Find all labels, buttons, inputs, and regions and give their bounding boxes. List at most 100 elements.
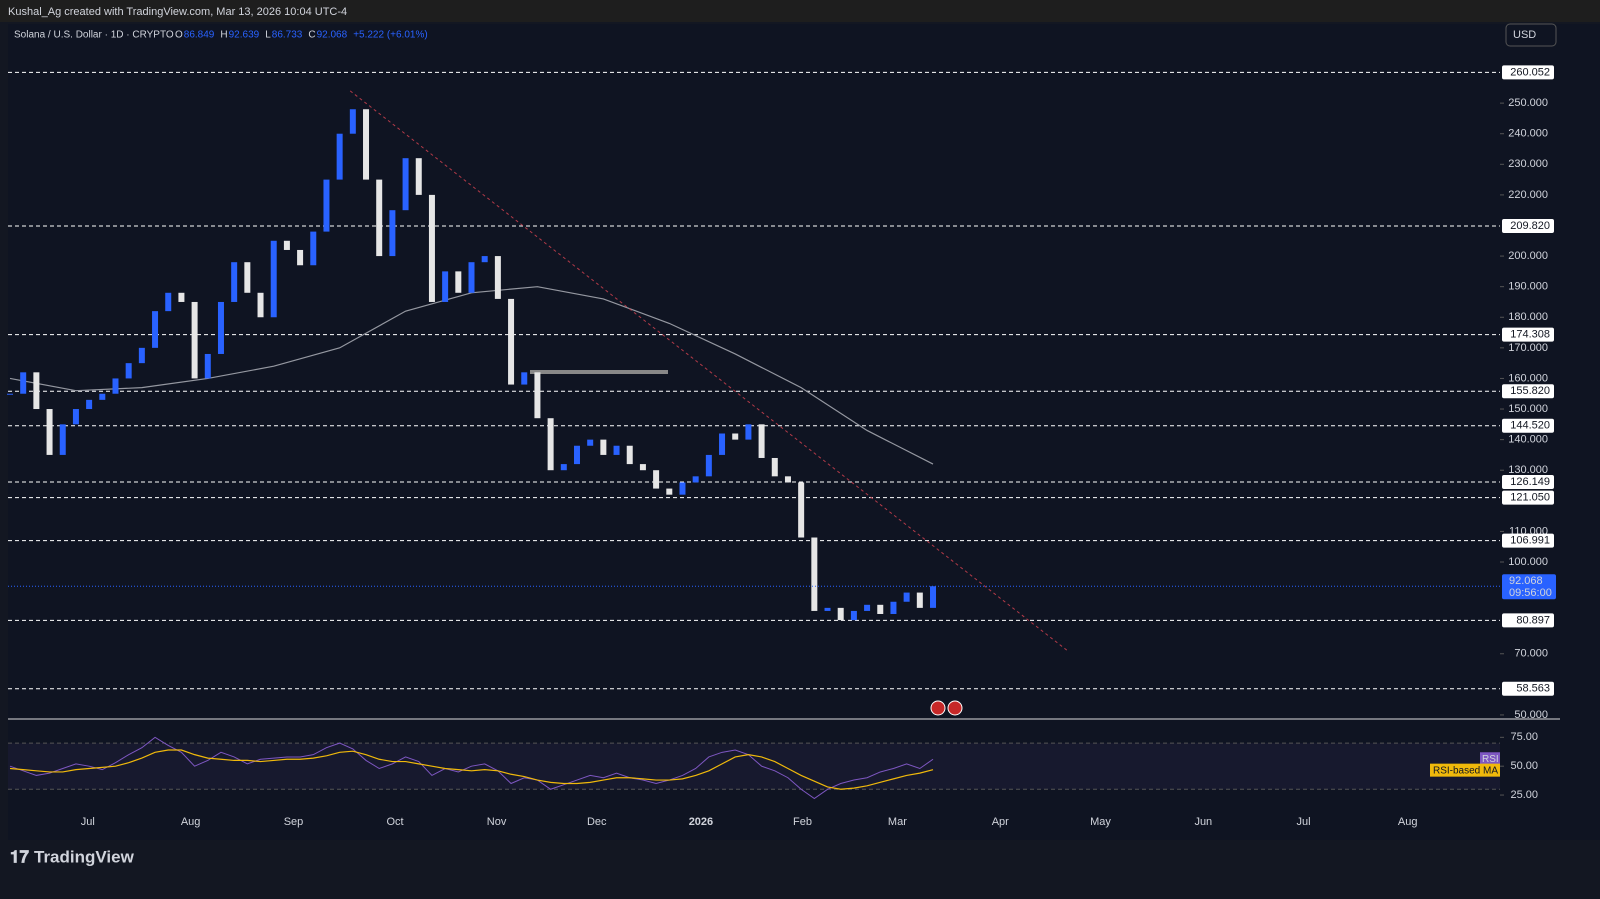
rsi-label: RSI [1482,754,1499,765]
ohlc-key: L [265,30,271,41]
candle [653,470,660,489]
candle [626,445,633,465]
level-label: 209.820 [1510,220,1550,232]
trendline [349,90,1068,652]
candle [349,109,356,134]
candle [573,445,580,465]
brand: TradingView [34,847,135,866]
candle [59,424,66,455]
level-box [1502,65,1554,80]
rsi-ma-line [9,749,934,790]
level-box [1502,533,1554,548]
currency-button[interactable] [1505,23,1557,47]
currency[interactable]: USD [1513,29,1536,41]
candle [758,424,765,458]
y-tick-label: 70.000 [1514,648,1548,660]
brand-logo: 𝟏𝟕 [10,847,29,866]
candle [850,610,857,621]
candle [534,372,541,419]
candle [508,298,515,385]
candle [376,179,383,257]
candle [415,158,422,195]
ohlc-value: 92.639 [229,30,260,41]
ohlc-value: 86.849 [184,30,215,41]
candle [798,482,805,538]
rsi-ma-label-box [1430,763,1500,777]
candle [257,292,264,318]
candle [72,409,79,425]
candle [283,240,290,250]
candle [732,433,739,440]
candle [930,586,937,608]
x-tick-label: Aug [181,816,201,828]
ohlc-value: 92.068 [317,30,348,41]
level-box [1502,219,1554,234]
y-tick-label: 140.000 [1508,434,1548,446]
y-tick-label: 160.000 [1508,372,1548,384]
y-tick-label: 130.000 [1508,464,1548,476]
candle [46,409,53,455]
candle [86,399,93,410]
candle [33,372,40,410]
y-tick-label: 220.000 [1508,189,1548,201]
candle [719,433,726,455]
countdown: 09:56:00 [1509,587,1552,599]
candle [231,262,238,302]
level-label: 58.563 [1516,683,1550,695]
price-label: 92.068 [1509,575,1543,587]
candle [20,372,27,394]
candle [890,601,897,614]
candle [679,482,686,495]
candle [837,607,844,621]
x-tick-label: 2026 [689,816,713,828]
level-label: 174.308 [1510,329,1550,341]
candle [428,194,435,302]
candle [178,292,185,302]
y-tick-label: 200.000 [1508,250,1548,262]
candle [784,476,791,483]
footer [0,840,1600,899]
event-flag[interactable] [930,700,946,716]
candle [323,179,330,232]
candle [811,537,818,611]
level-label: 106.991 [1510,535,1550,547]
candle [494,256,501,299]
candle [903,592,910,602]
credit: Kushal_Ag created with TradingView.com, … [8,6,347,18]
change: +5.222 (+6.01%) [353,30,428,41]
candle [692,476,699,483]
candle [600,439,607,455]
candle [613,445,620,455]
ohlc-key: C [308,30,315,41]
candle [745,424,752,440]
event-flag[interactable] [947,700,963,716]
level-box [1502,681,1554,696]
x-tick-label: Sep [284,816,304,828]
candle [204,353,211,379]
candle [191,301,198,379]
candle [310,231,317,266]
y-tick-label: 230.000 [1508,158,1548,170]
x-tick-label: Apr [992,816,1009,828]
level-label: 126.149 [1510,476,1550,488]
candle [165,292,172,312]
ohlc-key: H [220,30,227,41]
candle [442,271,449,302]
level-label: 121.050 [1510,491,1550,503]
candle [639,464,646,471]
top-bar [0,0,1600,22]
y-tick-label: 50.000 [1514,709,1548,721]
plot-bg [8,24,1600,840]
x-tick-label: Dec [587,816,607,828]
x-tick-label: Jun [1194,816,1212,828]
zone [530,370,668,374]
x-tick-label: Nov [487,816,507,828]
ohlc-value: 86.733 [272,30,303,41]
y-tick-label: 180.000 [1508,311,1548,323]
candle [389,210,396,257]
rsi-line [9,736,934,800]
candle [99,393,106,400]
candle [7,393,13,395]
candle [705,454,712,477]
candle [587,439,594,446]
